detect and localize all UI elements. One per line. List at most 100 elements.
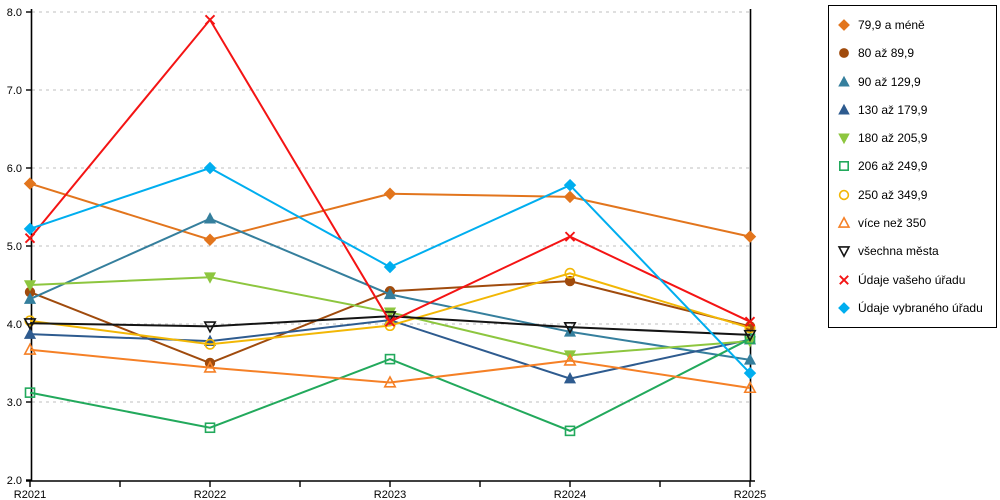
legend-marker-icon <box>838 103 850 115</box>
legend-marker-icon <box>837 246 851 259</box>
triangle-down-marker-icon <box>23 280 37 292</box>
legend-label: 206 až 249,9 <box>858 159 928 174</box>
legend-item: 250 až 349,9 <box>837 188 994 202</box>
legend-item: všechna města <box>837 244 994 259</box>
y-tick-label: 8.0 <box>7 7 22 19</box>
legend-marker-icon <box>837 216 851 228</box>
x-marker-icon <box>839 274 849 285</box>
legend-label: 90 až 129,9 <box>858 74 921 89</box>
legend-label: 80 až 89,9 <box>858 46 915 61</box>
diamond-marker-icon <box>23 222 37 236</box>
legend-marker-icon <box>838 189 850 200</box>
legend-marker-icon <box>838 133 850 145</box>
diamond-marker-icon <box>23 177 37 190</box>
series-line <box>29 337 751 432</box>
diamond-marker-icon <box>383 260 397 274</box>
legend-item: 79,9 a méně <box>837 18 994 32</box>
y-tick-label: 4.0 <box>7 319 22 331</box>
series-line <box>29 315 751 336</box>
legend-label: 130 až 179,9 <box>858 102 928 117</box>
triangle-up-marker-icon <box>383 375 397 388</box>
circle-marker-icon <box>839 48 849 59</box>
triangle-up-marker-icon <box>743 353 757 365</box>
legend-box: 79,9 a méně 80 až 89,9 90 až 129,9 130 až 1… <box>828 5 997 328</box>
triangle-up-marker-icon <box>23 292 37 304</box>
square-marker-icon <box>24 387 36 398</box>
diamond-marker-icon <box>203 161 217 175</box>
legend-item: 130 až 179,9 <box>837 103 994 117</box>
diamond-marker-icon <box>203 233 217 246</box>
square-marker-icon <box>204 422 216 434</box>
x-tick-label: R2025 <box>734 489 766 500</box>
series-line <box>29 18 751 323</box>
legend-item: 180 až 205,9 <box>837 131 994 145</box>
circle-marker-icon <box>204 338 216 350</box>
square-marker-icon <box>564 425 576 437</box>
y-tick-label: 6.0 <box>7 163 22 175</box>
x-tick-label: R2021 <box>14 489 46 500</box>
legend-label: 180 až 205,9 <box>858 131 928 146</box>
triangle-down-marker-icon <box>23 318 37 331</box>
circle-marker-icon <box>564 275 576 287</box>
diamond-marker-icon <box>838 301 850 314</box>
x-marker-icon <box>24 233 36 244</box>
triangle-down-marker-icon <box>203 272 217 284</box>
y-tick-label: 3.0 <box>7 397 22 409</box>
diamond-marker-icon <box>563 190 577 204</box>
legend-item: 80 až 89,9 <box>837 46 994 60</box>
legend-label: 79,9 a méně <box>858 18 925 33</box>
x-marker-icon <box>564 231 576 242</box>
triangle-up-marker-icon <box>203 212 217 224</box>
circle-marker-icon <box>838 189 850 200</box>
triangle-down-marker-icon <box>563 322 577 335</box>
triangle-down-marker-icon <box>203 321 217 334</box>
legend-label: více než 350 <box>858 215 927 230</box>
diamond-marker-icon <box>743 230 757 243</box>
legend-item: 90 až 129,9 <box>837 75 994 89</box>
square-marker-icon <box>384 353 396 365</box>
series-line <box>29 348 751 389</box>
triangle-up-marker-icon <box>837 216 851 228</box>
y-tick-label: 2.0 <box>7 475 22 487</box>
legend-label: 250 až 349,9 <box>858 187 928 202</box>
legend-marker-icon <box>838 19 850 32</box>
triangle-down-marker-icon <box>837 246 851 259</box>
triangle-down-marker-icon <box>743 329 757 343</box>
legend-marker-icon <box>838 161 849 172</box>
legend-marker-icon <box>839 48 849 59</box>
triangle-up-marker-icon <box>743 380 757 394</box>
triangle-up-marker-icon <box>563 372 577 384</box>
legend-label: Údaje vybraného úřadu <box>858 300 983 315</box>
y-tick-label: 5.0 <box>7 241 22 253</box>
diamond-marker-icon <box>563 178 577 192</box>
triangle-down-marker-icon <box>838 133 850 145</box>
triangle-up-marker-icon <box>563 353 577 366</box>
x-marker-icon <box>204 14 216 25</box>
x-tick-label: R2022 <box>194 489 226 500</box>
legend-item: 206 až 249,9 <box>837 159 994 173</box>
diamond-marker-icon <box>838 19 850 32</box>
diamond-marker-icon <box>383 187 397 200</box>
square-marker-icon <box>838 161 849 172</box>
legend-item: Údaje vašeho úřadu <box>837 273 994 287</box>
x-tick-label: R2024 <box>554 489 586 500</box>
y-tick-label: 7.0 <box>7 85 22 97</box>
triangle-down-marker-icon <box>383 307 397 319</box>
circle-marker-icon <box>744 322 756 334</box>
legend-marker-icon <box>838 301 850 314</box>
triangle-up-marker-icon <box>203 360 217 373</box>
triangle-up-marker-icon <box>383 287 397 300</box>
x-marker-icon <box>384 316 396 327</box>
triangle-up-marker-icon <box>23 327 37 339</box>
legend-item: více než 350 <box>837 216 994 230</box>
circle-marker-icon <box>564 267 576 279</box>
legend-label: Údaje vašeho úřadu <box>858 272 966 287</box>
series-line <box>29 272 751 346</box>
x-marker-icon <box>744 316 756 327</box>
x-tick-label: R2023 <box>374 489 406 500</box>
triangle-up-marker-icon <box>838 103 850 115</box>
legend-marker-icon <box>838 75 850 87</box>
legend-item: Údaje vybraného úřadu <box>837 301 994 315</box>
